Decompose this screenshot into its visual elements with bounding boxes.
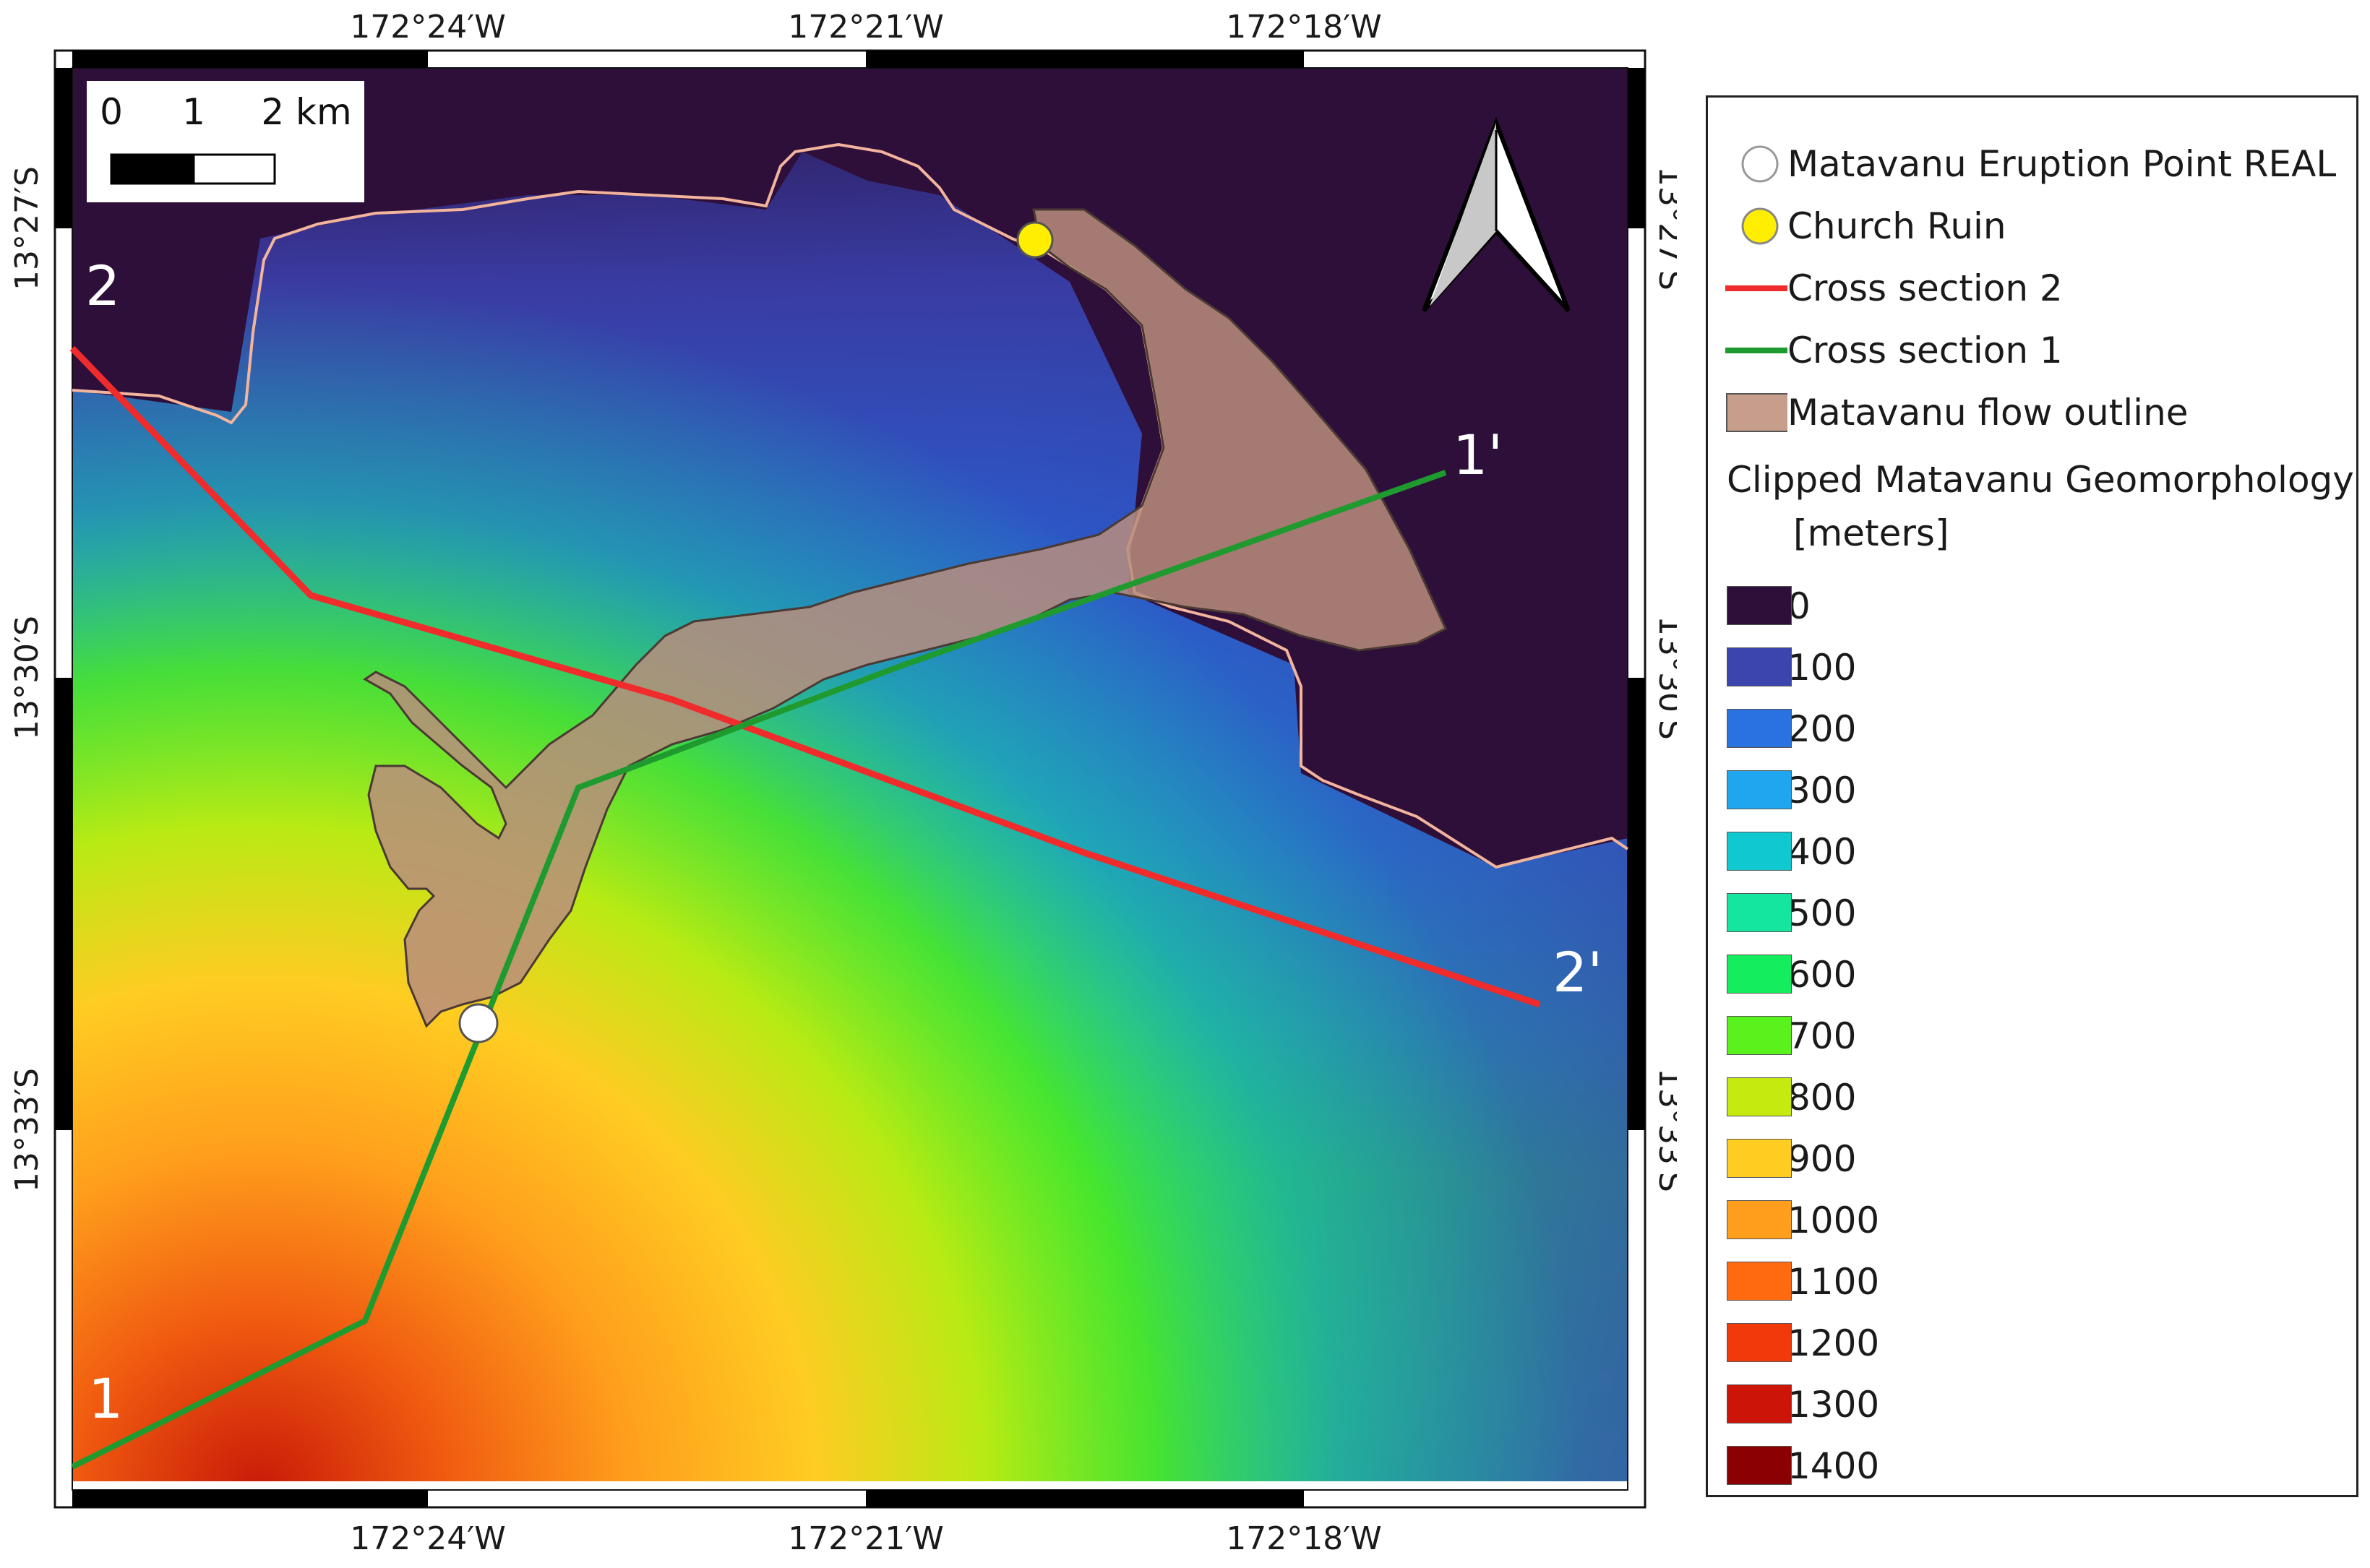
ramp-value-label: 1300 [1787, 1384, 1880, 1426]
scale-bar: 0 1 2 km [87, 81, 364, 202]
bottom-tick-1: 172°24′W [350, 1520, 505, 1557]
color-swatch [1727, 893, 1792, 932]
color-swatch [1727, 709, 1792, 748]
graticule-labels: 172°24′W 172°21′W 172°18′W 172°24′W 172°… [9, 9, 1677, 1557]
left-tick-2: 13°30′S [9, 616, 46, 740]
north-arrow-icon [1422, 116, 1571, 313]
bottom-tick-2: 172°21′W [788, 1520, 943, 1557]
color-swatch [1727, 1139, 1792, 1178]
legend-ramp-item: 900 [1708, 1130, 1856, 1188]
cross-section-1-end-label: 1' [1453, 423, 1503, 487]
legend-ramp-item: 100 [1708, 639, 1856, 697]
ramp-value-label: 700 [1787, 1015, 1857, 1057]
left-tick-3: 13°33′S [9, 1068, 46, 1192]
color-swatch [1727, 1323, 1792, 1362]
left-tick-1: 13°27′S [9, 166, 46, 290]
coastline [72, 142, 1629, 869]
ramp-value-label: 300 [1787, 770, 1857, 811]
ramp-value-label: 1000 [1787, 1199, 1880, 1241]
cross-section-2-end-label: 2' [1553, 940, 1602, 1004]
legend-label: Matavanu Eruption Point REAL [1787, 143, 2337, 185]
legend-ramp-item: 200 [1708, 700, 1856, 758]
legend-label: Cross section 2 [1787, 267, 2063, 309]
white-circle-icon [1741, 145, 1779, 183]
color-swatch [1727, 1262, 1792, 1301]
scalebar-label-0: 0 [100, 91, 123, 133]
legend-ramp-item: 0 [1708, 577, 1811, 635]
legend-item-church-ruin: Church Ruin [1708, 197, 2006, 255]
legend-ramp-item: 300 [1708, 762, 1856, 819]
raster-legend-units: [meters] [1793, 512, 1949, 554]
legend-ramp-item: 1200 [1708, 1314, 1879, 1372]
legend-item-cross-section-2: Cross section 2 [1708, 259, 2063, 317]
color-swatch [1727, 1384, 1792, 1423]
legend-label: Cross section 1 [1787, 329, 2063, 371]
right-tick-3: 13°33′S [1652, 1068, 1677, 1192]
map-frame [53, 49, 1646, 1509]
bottom-tick-3: 172°18′W [1226, 1520, 1381, 1557]
legend-item-cross-section-1: Cross section 1 [1708, 322, 2063, 379]
ramp-value-label: 200 [1787, 708, 1857, 750]
right-tick-2: 13°30′S [1652, 616, 1677, 740]
right-tick-1: 13°27′S [1652, 166, 1677, 290]
yellow-circle-icon [1741, 207, 1779, 245]
legend-ramp-item: 400 [1708, 823, 1856, 881]
ramp-value-label: 500 [1787, 892, 1857, 934]
legend-ramp-item: 500 [1708, 884, 1856, 942]
eruption-point-icon [458, 1003, 499, 1043]
brown-polygon-icon [1726, 393, 1792, 432]
cross-section-2-start-label: 2 [85, 254, 120, 318]
color-swatch [1727, 1200, 1792, 1239]
map-canvas: 172°24′W 172°21′W 172°18′W 172°24′W 172°… [9, 9, 1677, 1557]
top-tick-1: 172°24′W [350, 9, 505, 46]
top-tick-3: 172°18′W [1226, 9, 1381, 46]
legend-label: Matavanu flow outline [1787, 392, 2189, 434]
legend-ramp-item: 700 [1708, 1007, 1856, 1065]
legend-ramp-item: 1300 [1708, 1376, 1879, 1434]
ramp-value-label: 1200 [1787, 1322, 1880, 1364]
color-swatch [1727, 647, 1792, 686]
ramp-value-label: 100 [1787, 647, 1857, 689]
ramp-value-label: 600 [1787, 954, 1857, 996]
cross-section-1-line [71, 470, 1447, 1470]
ramp-value-label: 1100 [1787, 1261, 1880, 1303]
raster-legend-title: Clipped Matavanu Geomorphology [1727, 459, 2354, 501]
scalebar-label-2: 2 km [261, 91, 351, 133]
cross-section-1-start-label: 1 [88, 1366, 123, 1431]
elevation-raster [72, 68, 1628, 1490]
scalebar-label-1: 1 [182, 91, 205, 133]
ramp-value-label: 900 [1787, 1138, 1857, 1180]
color-swatch [1727, 1446, 1792, 1485]
legend-item-flow-outline: Matavanu flow outline [1708, 384, 2189, 441]
sea-area [72, 68, 1628, 867]
ramp-value-label: 1400 [1787, 1445, 1880, 1487]
legend-ramp-item: 800 [1708, 1069, 1856, 1127]
cross-section-2-line [69, 345, 1541, 1008]
church-ruin-icon [1016, 221, 1054, 259]
color-swatch [1727, 1077, 1792, 1116]
color-swatch [1727, 832, 1792, 871]
legend-ramp-item: 600 [1708, 946, 1856, 1004]
legend: Matavanu Eruption Point REAL Church Ruin… [1706, 95, 2358, 1497]
color-swatch [1727, 955, 1792, 994]
color-swatch [1727, 770, 1792, 809]
color-swatch [1727, 1016, 1792, 1055]
matavanu-flow-polygon [363, 208, 1447, 1028]
legend-label: Church Ruin [1787, 205, 2006, 247]
ramp-value-label: 800 [1787, 1077, 1857, 1119]
legend-ramp-item: 1100 [1708, 1253, 1879, 1311]
ramp-value-label: 400 [1787, 831, 1857, 873]
legend-ramp-item: 1000 [1708, 1192, 1879, 1249]
legend-ramp-item: 1400 [1708, 1437, 1879, 1495]
color-swatch [1727, 586, 1792, 625]
top-tick-2: 172°21′W [788, 9, 943, 46]
legend-item-eruption-point: Matavanu Eruption Point REAL [1708, 135, 2336, 193]
